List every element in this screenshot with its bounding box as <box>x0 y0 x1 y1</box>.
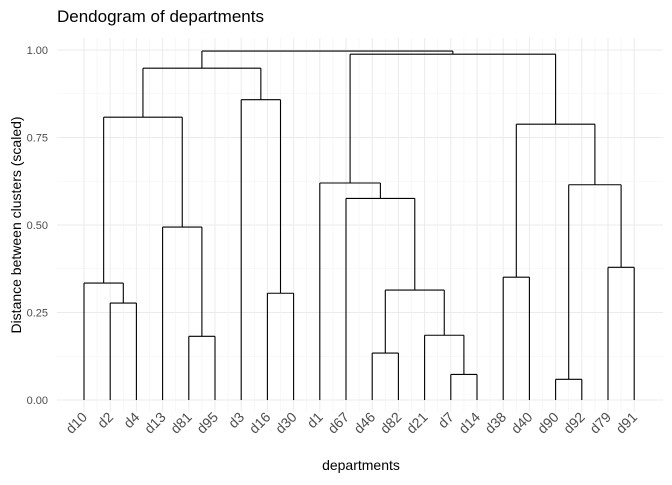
y-tick-label: 0.25 <box>27 308 48 320</box>
x-tick-label: d46 <box>350 409 378 437</box>
x-tick-label: d10 <box>62 409 90 437</box>
x-tick-label: d92 <box>560 409 588 437</box>
x-tick-label: d67 <box>324 409 352 437</box>
x-tick-label: d16 <box>246 409 274 437</box>
x-axis-title: departments <box>322 457 400 473</box>
x-tick-label: d30 <box>272 409 300 437</box>
x-tick-label: d21 <box>403 409 431 437</box>
x-tick-label: d91 <box>612 409 640 437</box>
y-tick-label: 0.50 <box>27 220 48 232</box>
chart-title: Dendogram of departments <box>57 7 264 26</box>
y-tick-labels: 0.00 0.25 0.50 0.75 1.00 <box>27 45 48 407</box>
y-axis-title: Distance between clusters (scaled) <box>8 116 24 333</box>
x-tick-label: d3 <box>225 409 247 431</box>
x-tick-label: d1 <box>304 409 326 431</box>
x-tick-label: d4 <box>120 409 142 431</box>
dendrogram-branches <box>83 50 635 400</box>
x-tick-label: d81 <box>167 409 195 437</box>
x-tick-label: d2 <box>94 409 116 431</box>
grid <box>57 38 663 412</box>
x-tick-label: d13 <box>141 409 169 437</box>
y-tick-label: 1.00 <box>27 45 48 57</box>
x-tick-label: d40 <box>508 409 536 437</box>
x-tick-label: d90 <box>534 409 562 437</box>
y-tick-label: 0.75 <box>27 133 48 145</box>
x-tick-label: d95 <box>193 409 221 437</box>
y-tick-label: 0.00 <box>27 395 48 407</box>
x-tick-label: d79 <box>586 409 614 437</box>
x-tick-label: d14 <box>455 409 483 437</box>
x-tick-label: d7 <box>435 409 457 431</box>
x-tick-label: d38 <box>481 409 509 437</box>
x-tick-label: d82 <box>377 409 405 437</box>
